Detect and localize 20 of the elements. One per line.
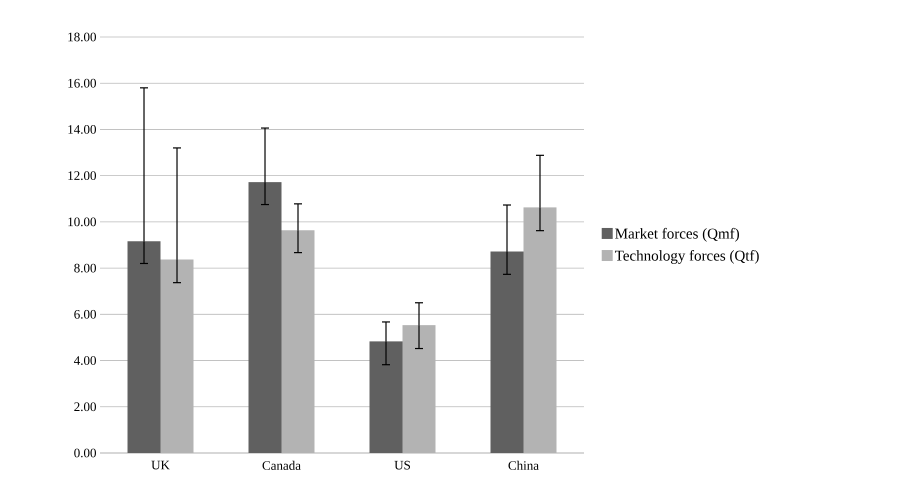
x-tick-label: UK bbox=[151, 460, 170, 470]
x-tick-label: US bbox=[394, 460, 410, 470]
y-tick-label: 0.00 bbox=[74, 448, 96, 458]
bar bbox=[248, 182, 282, 453]
x-tick-label: Canada bbox=[262, 460, 301, 470]
y-tick-label: 2.00 bbox=[74, 402, 96, 412]
bar bbox=[490, 251, 524, 453]
legend-label: Market forces (Qmf) bbox=[615, 228, 739, 242]
y-tick-label: 14.00 bbox=[68, 125, 96, 134]
y-tick-label: 12.00 bbox=[68, 171, 96, 180]
bar bbox=[370, 341, 402, 453]
legend-label: Technology forces (Qtf) bbox=[614, 250, 759, 264]
y-tick-label: 6.00 bbox=[74, 310, 96, 319]
y-tick-label: 8.00 bbox=[74, 264, 96, 273]
y-tick-label: 4.00 bbox=[74, 356, 96, 365]
y-tick-label: 18.00 bbox=[68, 32, 96, 42]
bar bbox=[128, 241, 161, 453]
y-tick-label: 16.00 bbox=[68, 78, 96, 88]
y-tick-label: 10.00 bbox=[68, 217, 96, 226]
x-tick-label: China bbox=[508, 460, 539, 470]
